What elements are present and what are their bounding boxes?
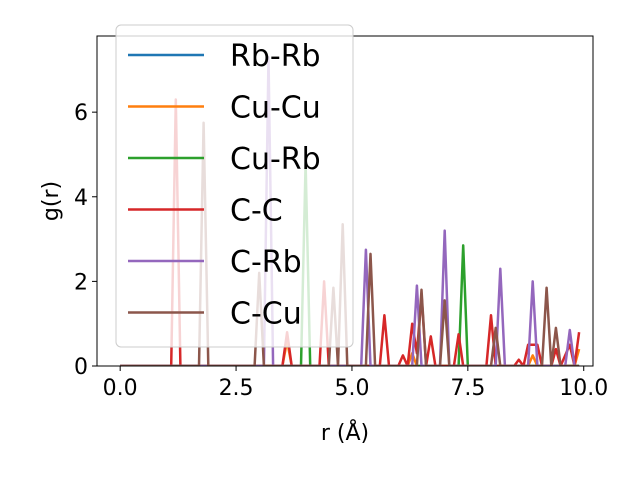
- legend-label: Cu-Rb: [230, 142, 321, 177]
- x-tick-label: 10.0: [559, 376, 608, 401]
- series-line-c-c: [120, 98, 581, 366]
- legend-label: C-Rb: [230, 245, 302, 280]
- y-tick-label: 4: [74, 186, 88, 211]
- x-axis-label: r (Å): [321, 419, 369, 446]
- legend: Rb-Rb Cu-Cu Cu-Rb C-C C-Rb C-Cu: [115, 24, 354, 348]
- legend-label: Cu-Cu: [230, 91, 321, 126]
- y-tick-label: 6: [74, 101, 88, 126]
- legend-label: C-Cu: [230, 297, 302, 332]
- y-tick-label: 0: [74, 355, 88, 380]
- legend-label: Rb-Rb: [230, 39, 321, 74]
- x-tick-label: 2.5: [219, 376, 254, 401]
- x-tick-label: 0.0: [103, 376, 138, 401]
- x-tick-label: 5.0: [334, 376, 369, 401]
- legend-entries: Rb-Rb Cu-Cu Cu-Rb C-C C-Rb C-Cu: [128, 39, 321, 332]
- series-line-c-rb: [120, 55, 576, 366]
- y-axis-label: g(r): [39, 181, 64, 221]
- y-axis: 0 2 4 6: [74, 101, 97, 380]
- x-tick-label: 7.5: [450, 376, 485, 401]
- legend-label: C-C: [230, 194, 283, 229]
- y-tick-label: 2: [74, 270, 88, 295]
- x-axis: 0.0 2.5 5.0 7.5 10.0: [103, 366, 608, 401]
